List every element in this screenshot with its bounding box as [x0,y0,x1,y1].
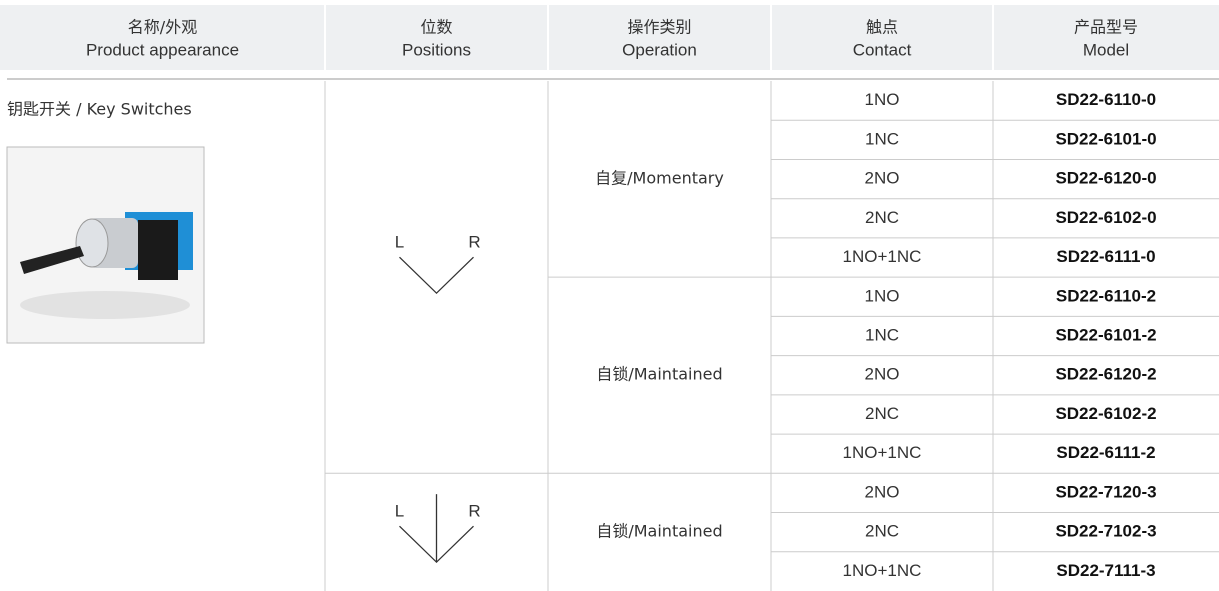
contact: 1NO [865,286,900,305]
model: SD22-6110-0 [1056,90,1156,109]
contact: 1NO [865,90,900,109]
contact: 2NC [865,522,899,541]
header-en: Contact [853,40,912,59]
header-en: Positions [402,40,471,59]
header-zh: 触点 [866,18,898,37]
model: SD22-6111-2 [1056,443,1155,462]
model: SD22-6101-2 [1055,325,1156,344]
model: SD22-6111-0 [1056,247,1155,266]
header-zh: 产品型号 [1074,18,1138,37]
model: SD22-6102-0 [1055,208,1156,227]
model: SD22-7102-3 [1055,522,1156,541]
position-right: R [468,233,480,252]
contact: 2NO [865,169,900,188]
contact: 1NO+1NC [843,561,922,580]
operation: 自锁/Maintained [596,522,722,541]
header-en: Product appearance [86,40,239,59]
operation: 自复/Momentary [595,169,724,188]
contact: 1NC [865,325,899,344]
model: SD22-6110-2 [1056,286,1156,305]
contact: 1NO+1NC [843,443,922,462]
contact: 2NC [865,404,899,423]
contact: 1NC [865,129,899,148]
contact: 1NO+1NC [843,247,922,266]
operation: 自锁/Maintained [596,365,722,384]
contact: 2NO [865,365,900,384]
contact: 2NO [865,482,900,501]
model: SD22-6101-0 [1055,129,1156,148]
header-zh: 位数 [420,18,452,37]
model: SD22-6120-0 [1055,169,1156,188]
product-image [6,146,205,344]
header-en: Operation [622,40,697,59]
position-diagram [399,256,474,295]
model: SD22-6120-2 [1055,365,1156,384]
position-left: L [395,502,404,521]
header-zh: 名称/外观 [128,18,197,37]
position-left: L [395,233,404,252]
product-name: 钥匙开关 / Key Switches [7,100,192,119]
position-right: R [468,502,480,521]
header-background [0,5,1219,70]
contact: 2NC [865,208,899,227]
model: SD22-6102-2 [1055,404,1156,423]
model: SD22-7111-3 [1056,561,1155,580]
header-en: Model [1083,40,1129,59]
header-zh: 操作类别 [627,18,691,37]
model: SD22-7120-3 [1055,482,1156,501]
position-diagram [399,525,474,564]
